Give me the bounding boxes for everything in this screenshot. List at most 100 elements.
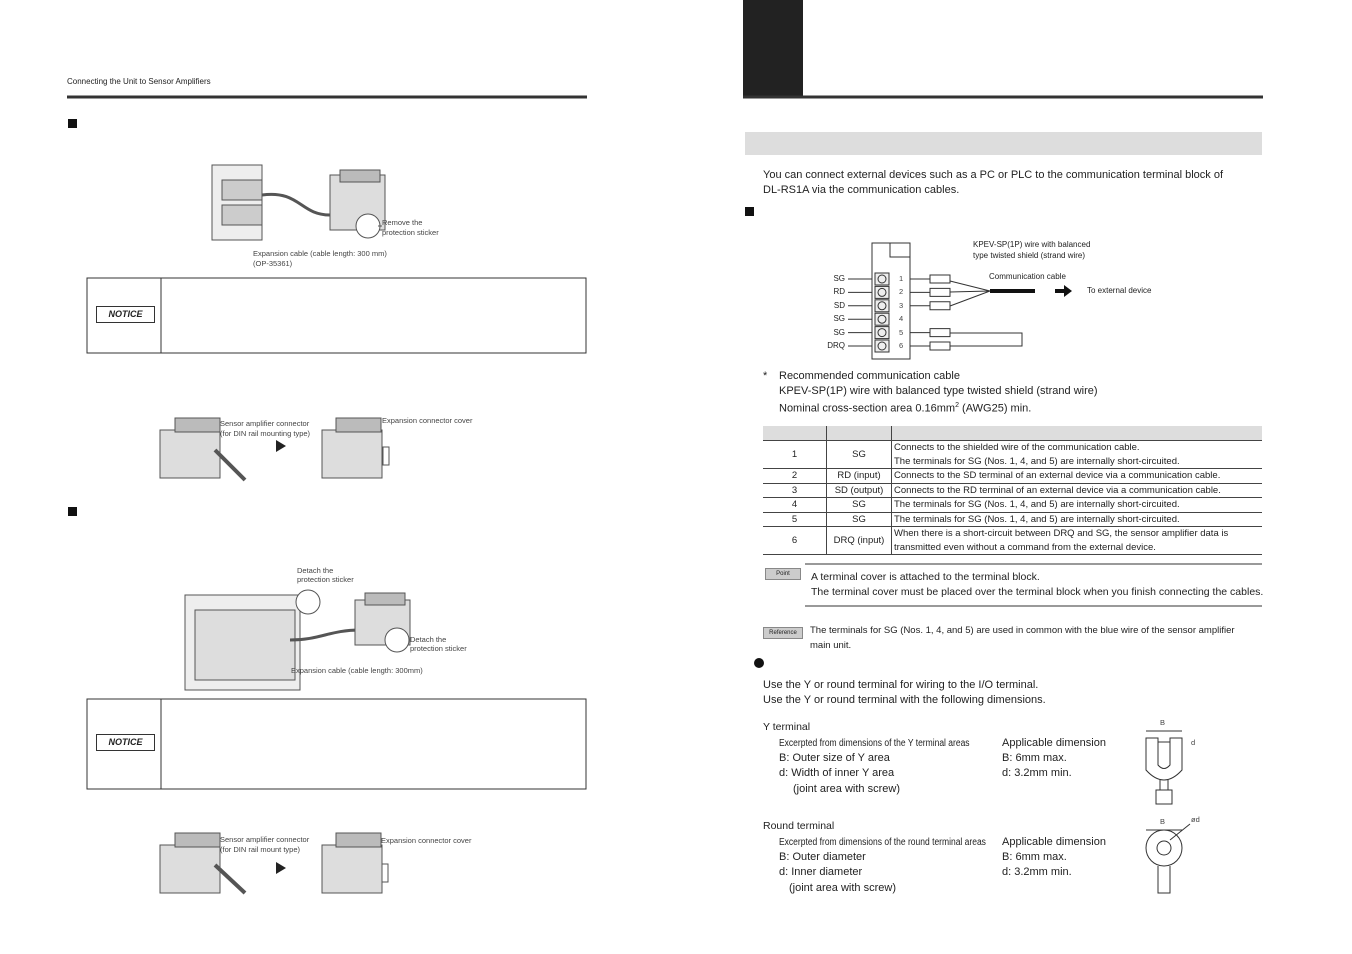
table-no: 5	[763, 512, 827, 527]
table-terminal: SD (output)	[826, 483, 892, 498]
dimension-note: (joint area with screw)	[793, 783, 900, 795]
dimension-heading: Applicable dimension	[1002, 836, 1106, 848]
table-row: 2 RD (input) Connects to the SD terminal o…	[763, 468, 1262, 484]
terminal-part	[874, 299, 890, 313]
superscript: 2	[955, 402, 959, 409]
subheading: Round terminal	[763, 820, 835, 832]
terminal-part	[910, 301, 951, 311]
diagram-label: ød	[1191, 815, 1200, 824]
table-description: Connects to the SD terminal of an extern…	[891, 468, 1262, 484]
running-header: Connecting the Unit to Sensor Amplifiers	[67, 77, 211, 86]
diagram-label: Communication cable	[989, 272, 1066, 281]
note-suffix: (AWG25) min.	[962, 402, 1032, 415]
table-row: 5 SG The terminals for SG (Nos. 1, 4, and …	[763, 512, 1262, 527]
terminal-label: RD	[833, 287, 845, 297]
figure-2	[159, 417, 390, 482]
figure-label: Expansion connector cover	[382, 416, 473, 425]
figure-label: Expansion connector cover	[381, 836, 472, 845]
table-row: 1 SG Connects to the shielded wire of the …	[763, 440, 1262, 469]
table-terminal: SG	[826, 512, 892, 527]
table-terminal: SG	[826, 497, 892, 513]
notice-box	[86, 277, 587, 354]
table-terminal: DRQ (input)	[826, 526, 892, 555]
diagram-label: d	[1191, 738, 1196, 747]
figure-label: (for DIN rail mount type)	[220, 845, 301, 854]
reference-text: main unit.	[810, 640, 852, 651]
figure-label: (OP-35361)	[253, 259, 293, 268]
figure-label: Sensor amplifier connector	[220, 835, 310, 844]
round-terminal-diagram	[1145, 823, 1191, 894]
terminal-part	[910, 274, 951, 284]
notice-label: NOTICE	[96, 306, 155, 323]
dimension-note: (joint area with screw)	[789, 882, 896, 894]
dimension-name: B: Outer size of Y area	[779, 752, 890, 764]
terminal-label: SD	[833, 300, 845, 310]
terminal-number: 3	[899, 300, 904, 310]
figure-3	[184, 589, 411, 691]
chapter-tab	[743, 0, 803, 97]
figure-label: Detach the	[297, 566, 334, 575]
description-line: Connects to the RD terminal of an extern…	[894, 484, 1221, 496]
dimension-name: B: Outer diameter	[779, 851, 866, 863]
point-icon: Point	[765, 568, 801, 580]
table-description: Connects to the RD terminal of an extern…	[891, 483, 1262, 498]
terminal-part	[910, 328, 951, 338]
terminal-label: SG	[833, 327, 845, 337]
figure-label: protection sticker	[410, 644, 467, 653]
table-terminal: SG	[826, 440, 892, 469]
figure-label: protection sticker	[297, 575, 354, 584]
table-description: The terminals for SG (Nos. 1, 4, and 5) …	[891, 497, 1262, 513]
y-terminal-diagram	[1145, 730, 1183, 805]
reference-text: The terminals for SG (Nos. 1, 4, and 5) …	[810, 625, 1235, 636]
table-header	[763, 426, 1262, 441]
wiring-diagram	[848, 242, 1072, 360]
excerpt: Excerpted from dimensions of the Y termi…	[779, 738, 970, 749]
figure-1	[211, 164, 386, 241]
terminal-part	[910, 341, 951, 351]
terminal-number: 5	[899, 327, 904, 337]
figure-label: Detach the	[410, 635, 447, 644]
reference-icon: Reference	[763, 627, 803, 639]
table-terminal: RD (input)	[826, 468, 892, 484]
description-line: The terminals for SG (Nos. 1, 4, and 5) …	[894, 513, 1180, 525]
terminal-part	[877, 314, 887, 324]
excerpt: Excerpted from dimensions of the round t…	[779, 837, 986, 848]
description-line: transmitted even without a command from …	[894, 541, 1156, 553]
terminal-part	[877, 328, 887, 338]
terminal-number: 4	[899, 314, 904, 324]
diagram-label: type twisted shield (strand wire)	[973, 251, 1086, 260]
figure-label: protection sticker	[382, 228, 439, 237]
dimension-value: B: 6mm max.	[1002, 752, 1067, 764]
diagram-label: KPEV-SP(1P) wire with balanced	[973, 240, 1091, 249]
terminal-number: 6	[899, 341, 904, 350]
point-text: The terminal cover must be placed over t…	[811, 586, 1264, 598]
subheading: Y terminal	[763, 721, 811, 733]
description-line: The terminals for SG (Nos. 1, 4, and 5) …	[894, 455, 1180, 467]
body-text: Use the Y or round terminal for wiring t…	[763, 679, 1039, 691]
table-row: 3 SD (output) Connects to the RD terminal …	[763, 483, 1262, 498]
terminal-part	[910, 287, 951, 297]
figure-4	[159, 832, 389, 895]
note-line: Recommended communication cable	[779, 370, 960, 382]
diagram-label: To external device	[1087, 286, 1152, 295]
terminal-table: 1 SG Connects to the shielded wire of the …	[763, 426, 1262, 555]
table-description: Connects to the shielded wire of the com…	[891, 440, 1262, 469]
table-row: 6 DRQ (input) When there is a short-circui…	[763, 526, 1262, 555]
dimension-value: d: 3.2mm min.	[1002, 767, 1072, 779]
table-no: 6	[763, 526, 827, 555]
terminal-part	[877, 274, 887, 284]
note-line: KPEV-SP(1P) wire with balanced type twis…	[779, 385, 1098, 397]
bullet	[68, 119, 77, 128]
table-description: The terminals for SG (Nos. 1, 4, and 5) …	[891, 512, 1262, 527]
terminal-part	[874, 339, 890, 353]
terminal-part	[874, 285, 890, 299]
description-line: Connects to the SD terminal of an extern…	[894, 470, 1221, 481]
dimension-name: d: Inner diameter	[779, 866, 863, 878]
bullet	[754, 658, 764, 668]
table-no: 1	[763, 440, 827, 469]
notice-label: NOTICE	[96, 734, 155, 751]
note-line: Nominal cross-section area 0.16mm2 (AWG2…	[779, 399, 1031, 416]
note-marker: *	[763, 370, 768, 382]
description-line: The terminals for SG (Nos. 1, 4, and 5) …	[894, 499, 1180, 510]
